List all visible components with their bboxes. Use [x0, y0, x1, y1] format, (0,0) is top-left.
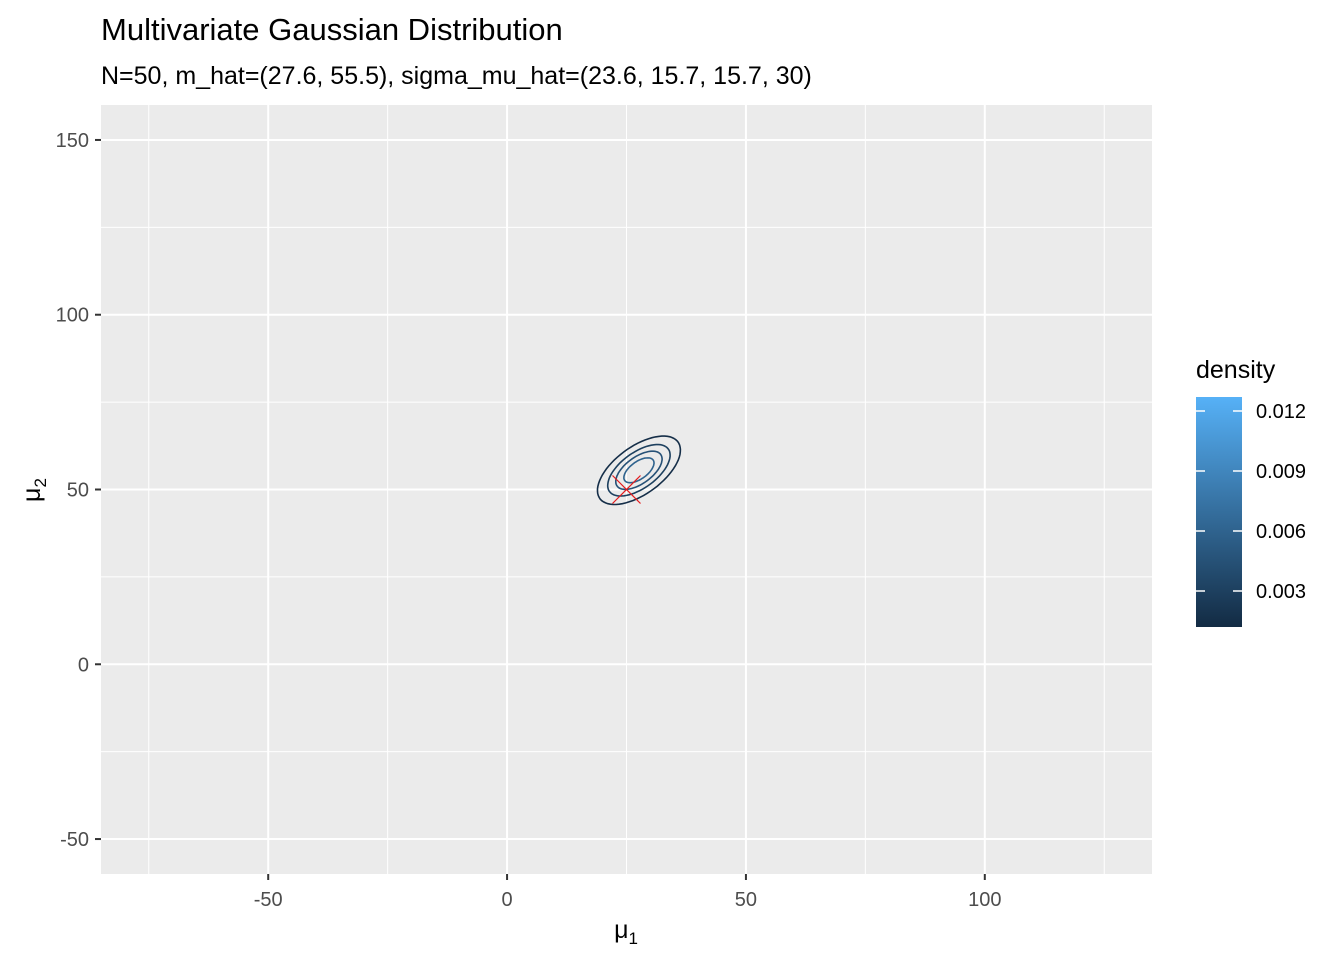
y-tick-label: 150 [56, 130, 89, 152]
contour-lines [596, 435, 682, 506]
true-mean-marker [612, 475, 641, 504]
legend-label: 0.009 [1256, 461, 1306, 483]
contour-line [623, 457, 655, 484]
contour-line [606, 443, 671, 497]
y-tick-label: -50 [60, 829, 89, 851]
legend-ticks: 0.003 0.006 0.009 0.012 [1196, 401, 1306, 603]
contour-line [614, 450, 663, 491]
x-axis-title-sub: 1 [628, 929, 637, 948]
x-tick-label: -50 [254, 889, 283, 911]
legend-label: 0.006 [1256, 521, 1306, 543]
y-axis-title-sub: 2 [31, 478, 50, 487]
y-tick-label: 50 [67, 480, 89, 502]
chart-subtitle: N=50, m_hat=(27.6, 55.5), sigma_mu_hat=(… [101, 62, 812, 90]
x-tick-label: 0 [502, 889, 513, 911]
x-axis-title-base: μ [614, 916, 628, 944]
legend-colorbar [1196, 397, 1242, 627]
grid-major [101, 105, 1152, 874]
legend-label: 0.003 [1256, 581, 1306, 603]
y-tick-label: 100 [56, 305, 89, 327]
y-tick-label: 0 [78, 654, 89, 676]
true-mean-marker-stroke [612, 475, 641, 504]
chart-title: Multivariate Gaussian Distribution [101, 12, 563, 47]
legend-title: density [1196, 356, 1276, 384]
x-axis-title: μ1 [614, 916, 638, 948]
contour-line [596, 435, 682, 506]
y-axis-title: μ2 [18, 478, 50, 502]
legend-label: 0.012 [1256, 401, 1306, 423]
x-tick-label: 50 [735, 889, 757, 911]
y-axis-title-base: μ [18, 488, 46, 502]
x-tick-label: 100 [968, 889, 1001, 911]
x-axis: -50 0 50 100 [254, 874, 1001, 911]
legend: density 0.003 0.006 0.009 0.012 [1196, 356, 1306, 627]
y-axis: -50 0 50 100 150 [56, 130, 101, 851]
